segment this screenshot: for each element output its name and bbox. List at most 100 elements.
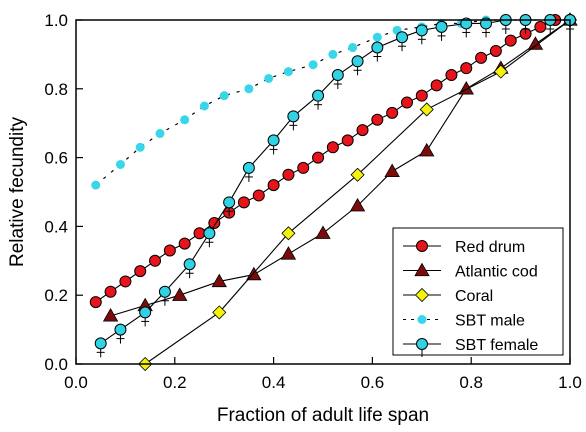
data-point: [149, 254, 162, 267]
data-point: [460, 62, 473, 75]
data-point: [351, 55, 364, 68]
y-tick-label: 0.8: [44, 80, 68, 99]
data-point: [134, 265, 147, 278]
data-point: [527, 36, 544, 50]
legend-label: Red drum: [455, 239, 525, 256]
data-point: [435, 20, 448, 33]
legend-marker: [417, 315, 427, 324]
series-red-drum: [89, 14, 576, 309]
axis-ticks: 0.0 0.2 0.4 0.6 0.8 1.0 0.0 0.2 0.4 0.6 0.8 1.0: [44, 11, 581, 392]
data-point: [282, 168, 295, 181]
series-sbt-male: [91, 15, 575, 190]
data-point: [430, 79, 443, 92]
x-tick-label: 0.0: [64, 373, 88, 392]
data-point: [114, 323, 127, 336]
data-point: [331, 69, 344, 82]
data-point: [219, 91, 229, 101]
y-axis-label: Relative fecundity: [7, 117, 28, 267]
data-point: [267, 134, 280, 147]
data-point: [308, 60, 318, 70]
data-point: [348, 43, 358, 53]
legend-entry: SBT female: [403, 337, 538, 357]
data-point: [396, 31, 409, 44]
data-point: [419, 102, 434, 117]
x-tick-label: 0.6: [361, 373, 385, 392]
data-point: [349, 197, 366, 212]
data-point: [312, 89, 325, 102]
data-point: [297, 161, 310, 174]
data-point: [172, 287, 188, 301]
data-point: [264, 73, 274, 83]
data-point: [155, 129, 165, 139]
data-point: [193, 227, 206, 240]
series-line: [95, 19, 570, 186]
x-axis-label: Fraction of adult life span: [217, 405, 429, 426]
data-point: [158, 285, 171, 298]
legend-entry: SBT male: [403, 313, 525, 330]
data-point: [493, 64, 508, 79]
data-point: [489, 44, 502, 57]
data-point: [372, 32, 382, 42]
legend-entry: Atlantic cod: [403, 262, 538, 281]
x-tick-label: 0.2: [163, 373, 187, 392]
data-point: [237, 196, 250, 209]
legend-label: Atlantic cod: [455, 264, 538, 281]
data-point: [315, 225, 331, 239]
legend-label: SBT male: [455, 313, 525, 330]
legend-label: SBT female: [455, 337, 538, 354]
legend-marker: [414, 262, 430, 277]
data-point: [115, 159, 125, 169]
data-point: [244, 84, 254, 94]
x-tick-label: 0.4: [262, 373, 286, 392]
data-point: [504, 34, 517, 47]
series-sbt-female: [94, 14, 576, 358]
data-point: [102, 308, 119, 322]
data-point: [223, 196, 236, 209]
data-point: [280, 246, 297, 260]
data-point: [119, 275, 132, 288]
legend-entry: Red drum: [403, 239, 525, 256]
y-tick-label: 0.0: [44, 355, 68, 374]
data-point: [287, 110, 300, 123]
data-point: [400, 96, 413, 109]
data-point: [312, 151, 325, 164]
data-point: [104, 285, 117, 298]
data-point: [178, 237, 191, 250]
legend-label: Coral: [455, 288, 493, 305]
data-point: [534, 20, 547, 33]
data-point: [203, 227, 216, 240]
data-point: [445, 69, 458, 82]
data-point: [475, 51, 488, 64]
y-tick-label: 0.6: [44, 149, 68, 168]
y-tick-label: 1.0: [44, 11, 68, 30]
data-point: [199, 101, 209, 111]
data-point: [386, 106, 399, 119]
data-point: [94, 337, 107, 350]
data-point: [281, 226, 296, 241]
data-point: [415, 89, 428, 102]
x-tick-label: 0.8: [459, 373, 483, 392]
data-point: [135, 142, 145, 152]
legend-marker: [414, 287, 430, 303]
data-point: [384, 163, 400, 178]
plot-frame: [75, 19, 571, 365]
y-tick-label: 0.4: [44, 217, 68, 236]
data-point: [89, 296, 102, 309]
y-tick-label: 0.2: [44, 286, 68, 305]
data-point: [252, 189, 265, 202]
data-point: [242, 161, 255, 174]
data-point: [371, 113, 384, 126]
series-layer: [89, 12, 578, 372]
data-point: [415, 24, 428, 37]
data-point: [212, 305, 227, 320]
data-point: [341, 134, 354, 147]
data-point: [356, 124, 369, 137]
data-point: [371, 41, 384, 54]
x-tick-label: 1.0: [558, 373, 582, 392]
legend-entry: Coral: [403, 287, 493, 305]
data-point: [326, 141, 339, 154]
data-point: [350, 167, 365, 182]
data-point: [211, 273, 227, 288]
data-point: [91, 180, 101, 190]
